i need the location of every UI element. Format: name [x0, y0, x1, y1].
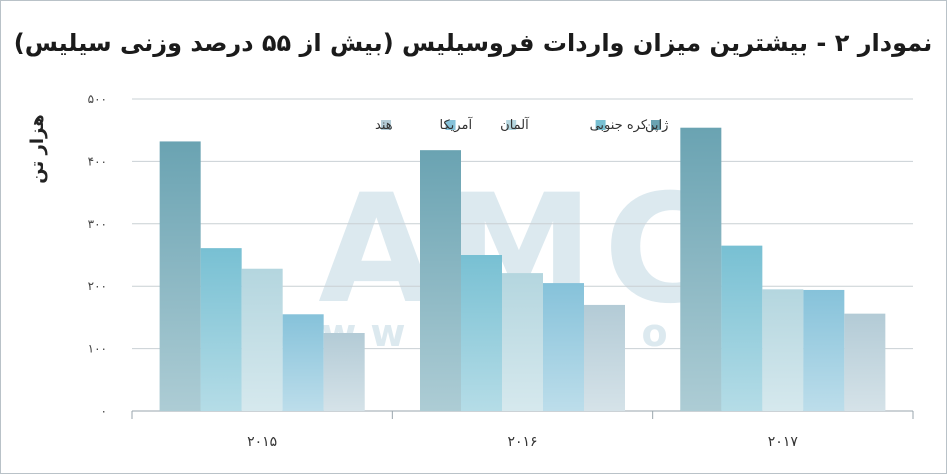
legend-swatch — [445, 120, 456, 130]
legend-entry-label: آلمان — [500, 116, 530, 133]
bar-shade — [502, 273, 543, 411]
bar-shade — [762, 289, 804, 411]
y-tick-label: ۳۰۰ — [88, 217, 107, 231]
bar-shade — [543, 283, 584, 411]
bar-shade — [200, 248, 242, 411]
y-axis-ticks: ۰ ۱۰۰ ۲۰۰ ۳۰۰ ۴۰۰ ۵۰۰ — [88, 92, 107, 418]
legend-entry-label: هند — [375, 118, 393, 133]
bar-shade — [844, 313, 886, 411]
bar-shade — [584, 304, 625, 411]
y-tick-label: ۱۰۰ — [88, 342, 107, 356]
legend-entry-label: آمریکا — [440, 116, 474, 133]
bar-shade — [420, 150, 461, 411]
bar-shade — [282, 314, 324, 411]
legend-swatch — [651, 120, 661, 130]
legend-swatch — [595, 120, 606, 130]
bar-shade — [323, 333, 365, 411]
bar-shade — [159, 141, 201, 411]
x-category-label: ۲۰۱۶ — [507, 434, 537, 450]
x-category-label: ۲۰۱۵ — [247, 434, 277, 450]
bar-shade — [803, 289, 845, 411]
legend-swatch — [381, 120, 392, 130]
y-tick-label: ۲۰۰ — [88, 279, 107, 293]
bar-shade — [680, 127, 722, 411]
legend-entry-label: کره جنوبی — [590, 118, 648, 133]
legend-swatch — [506, 120, 517, 130]
legend-entry-label: ژاپن — [645, 118, 668, 133]
y-tick-label: ۴۰۰ — [88, 154, 107, 168]
bar-shade — [721, 245, 763, 411]
y-axis-label: هزار تن — [27, 114, 48, 183]
bars — [159, 127, 886, 411]
bar-shade — [241, 268, 283, 411]
y-tick-label: ۵۰۰ — [88, 92, 107, 106]
bar-shade — [461, 255, 502, 411]
chart-title: نمودار ۲ - بیشترین میزان واردات فروسیلیس… — [14, 29, 933, 57]
x-category-label: ۲۰۱۷ — [768, 434, 799, 450]
x-axis-categories: ۲۰۱۵ ۲۰۱۶ ۲۰۱۷ — [131, 411, 914, 450]
y-tick-label: ۰ — [101, 404, 107, 418]
